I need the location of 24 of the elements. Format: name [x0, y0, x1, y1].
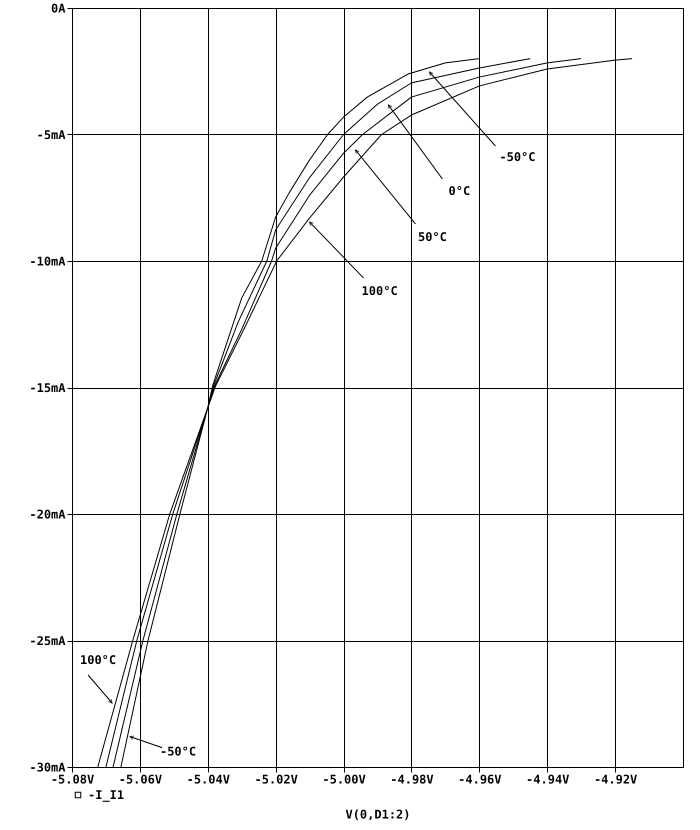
x-tick-label: -5.08V: [50, 772, 94, 786]
y-tick-label: -10mA: [29, 254, 66, 268]
annotation: 50°C: [418, 230, 447, 244]
y-tick-label: -30mA: [29, 760, 66, 774]
annotation: 0°C: [448, 184, 470, 198]
legend-label: -I_I1: [88, 788, 124, 802]
x-tick-label: -4.96V: [458, 772, 502, 786]
x-tick-label: -4.92V: [594, 772, 638, 786]
annotation: -50°C: [160, 744, 196, 759]
x-axis-title: V(0,D1:2): [345, 808, 411, 822]
y-tick-label: -5mA: [36, 128, 66, 142]
y-tick-label: -25mA: [29, 634, 66, 648]
annotation: 100°C: [80, 652, 116, 667]
y-tick-label: 0A: [51, 2, 66, 16]
x-tick-label: -5.06V: [118, 772, 162, 786]
x-tick-label: -4.98V: [390, 772, 434, 786]
y-tick-label: -20mA: [29, 508, 66, 522]
annotation: 100°C: [362, 284, 398, 298]
x-tick-label: -5.00V: [322, 772, 366, 786]
annotation: -50°C: [499, 150, 536, 164]
x-tick-label: -4.94V: [526, 772, 570, 786]
x-tick-label: -5.02V: [254, 772, 298, 786]
x-tick-label: -5.04V: [186, 772, 230, 786]
y-tick-label: -15mA: [29, 381, 66, 395]
